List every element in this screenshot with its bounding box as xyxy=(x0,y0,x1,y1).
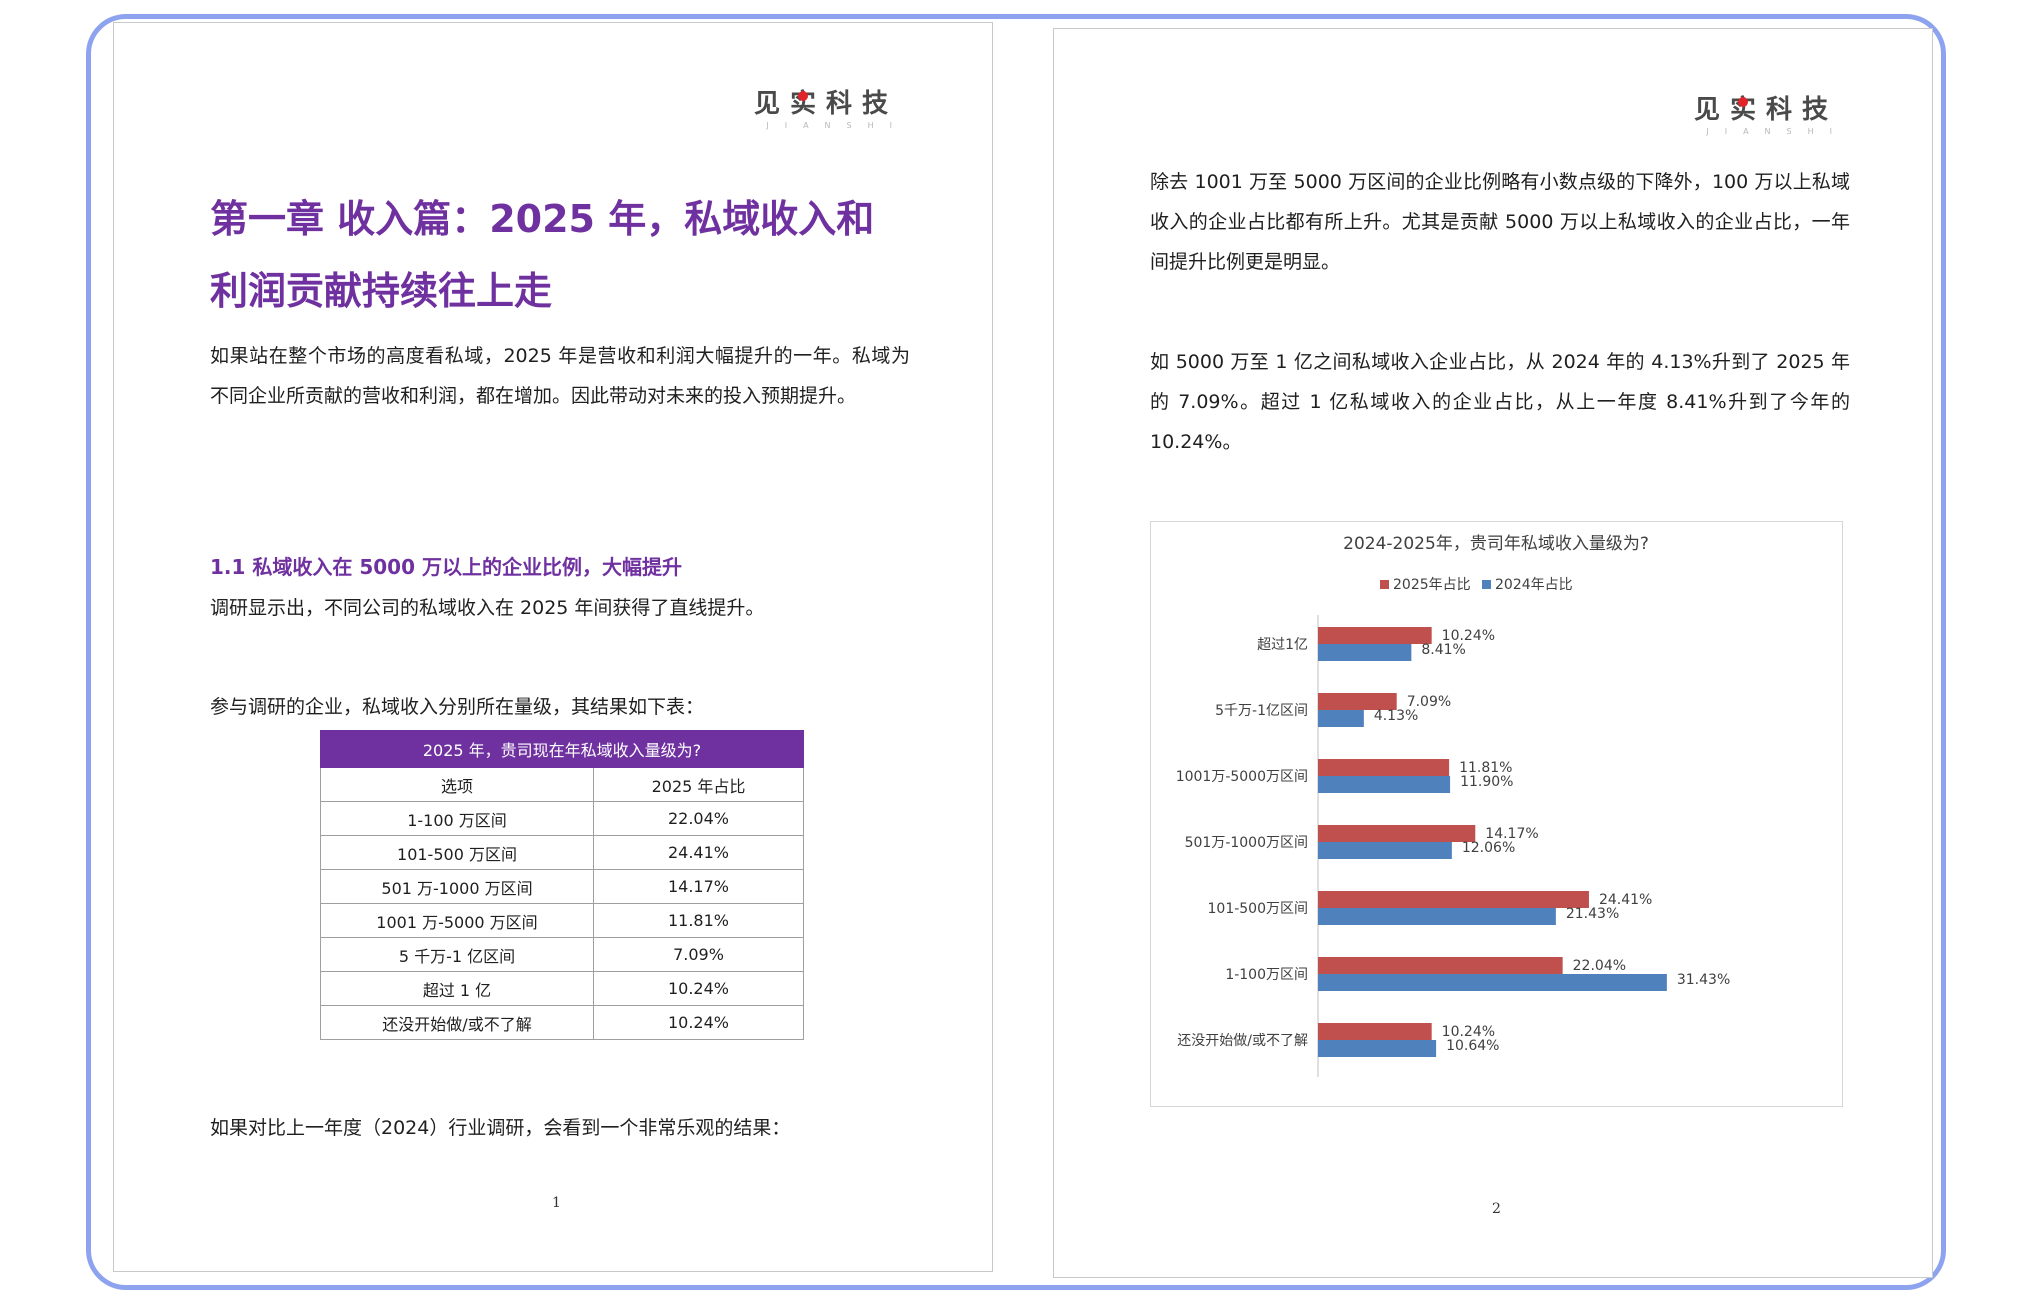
revenue-table: 2025 年，贵司现在年私域收入量级为? 选项 2025 年占比 1-100 万… xyxy=(320,730,804,1040)
bar xyxy=(1318,710,1364,727)
brand-logo: 见实科技 JIANSHI xyxy=(754,83,898,130)
chapter-title-line-2: 利润贡献持续往上走 xyxy=(210,269,553,313)
brand-logo-text: 见实科技 xyxy=(753,89,898,119)
table-title: 2025 年，贵司现在年私域收入量级为? xyxy=(320,730,804,768)
table-cell-share: 7.09% xyxy=(593,937,804,972)
table-cell-share: 10.24% xyxy=(593,971,804,1006)
table-row: 1-100 万区间 22.04% xyxy=(320,801,804,836)
bar xyxy=(1318,693,1397,710)
table-cell-option: 501 万-1000 万区间 xyxy=(320,869,594,904)
document-page-2: 见实科技 JIANSHI 除去 1001 万至 5000 万区间的企业比例略有小… xyxy=(1053,28,1933,1278)
bar xyxy=(1318,842,1452,859)
intro-paragraph: 如果站在整个市场的高度看私域，2025 年是营收和利润大幅提升的一年。私域为不同… xyxy=(210,345,910,407)
bar xyxy=(1318,1023,1432,1040)
category-label: 501万-1000万区间 xyxy=(1185,835,1308,851)
table-row: 还没开始做/或不了解 10.24% xyxy=(320,1005,804,1040)
category-label: 超过1亿 xyxy=(1257,637,1308,653)
brand-logo-dot-icon xyxy=(797,91,808,101)
category-label: 5千万-1亿区间 xyxy=(1215,703,1308,719)
brand-logo: 见实科技 JIANSHI xyxy=(1694,89,1838,136)
table-row: 1001 万-5000 万区间 11.81% xyxy=(320,903,804,938)
document-page-1: 见实科技 JIANSHI 第一章 收入篇：2025 年，私域收入和 利润贡献持续… xyxy=(113,22,993,1272)
legend-swatch xyxy=(1482,580,1491,589)
table-header-option: 选项 xyxy=(320,767,594,802)
data-label: 24.41% xyxy=(1599,892,1652,908)
data-label: 10.24% xyxy=(1442,1024,1495,1040)
bar xyxy=(1318,825,1476,842)
table-cell-share: 11.81% xyxy=(593,903,804,938)
brand-logo-romanized: JIANSHI xyxy=(766,121,908,130)
data-label: 10.64% xyxy=(1446,1038,1499,1054)
page-number: 1 xyxy=(552,1195,561,1211)
data-label: 31.43% xyxy=(1677,972,1730,988)
bar-chart-svg: 2024-2025年，贵司年私域收入量级为? 2025年占比 2024年占比超过1亿… xyxy=(1176,534,1730,1077)
paragraph-growth-detail: 如 5000 万至 1 亿之间私域收入企业占比，从 2024 年的 4.13%升… xyxy=(1150,351,1850,453)
table-row: 5 千万-1 亿区间 7.09% xyxy=(320,937,804,972)
bar xyxy=(1318,957,1563,974)
legend-label: 2025年占比 xyxy=(1393,577,1471,593)
data-label: 14.17% xyxy=(1485,826,1538,842)
data-label: 11.90% xyxy=(1460,774,1513,790)
data-label: 4.13% xyxy=(1374,708,1418,724)
brand-logo-romanized: JIANSHI xyxy=(1706,127,1848,136)
category-label: 还没开始做/或不了解 xyxy=(1177,1033,1308,1049)
paragraph-table-intro: 参与调研的企业，私域收入分别所在量级，其结果如下表： xyxy=(210,696,705,718)
data-label: 11.81% xyxy=(1459,760,1512,776)
bar xyxy=(1318,776,1451,793)
table-header-row: 选项 2025 年占比 xyxy=(320,767,804,802)
table-cell-share: 10.24% xyxy=(593,1005,804,1040)
bar xyxy=(1318,759,1450,776)
bar xyxy=(1318,627,1432,644)
table-row: 101-500 万区间 24.41% xyxy=(320,835,804,870)
table-cell-share: 14.17% xyxy=(593,869,804,904)
paragraph-decline-note: 除去 1001 万至 5000 万区间的企业比例略有小数点级的下降外，100 万… xyxy=(1150,171,1850,273)
data-label: 10.24% xyxy=(1442,628,1495,644)
table-cell-option: 1-100 万区间 xyxy=(320,801,594,836)
brand-logo-dot-icon xyxy=(1737,97,1748,107)
chapter-title: 第一章 收入篇：2025 年，私域收入和 利润贡献持续往上走 xyxy=(210,183,910,327)
table-cell-option: 1001 万-5000 万区间 xyxy=(320,903,594,938)
data-label: 22.04% xyxy=(1573,958,1626,974)
table-header-share: 2025 年占比 xyxy=(593,767,804,802)
table-cell-option: 5 千万-1 亿区间 xyxy=(320,937,594,972)
category-label: 101-500万区间 xyxy=(1208,901,1309,917)
bar xyxy=(1318,891,1589,908)
table-cell-option: 超过 1 亿 xyxy=(320,971,594,1006)
data-label: 7.09% xyxy=(1407,694,1451,710)
data-label: 21.43% xyxy=(1566,906,1619,922)
data-label: 8.41% xyxy=(1421,642,1465,658)
data-label: 12.06% xyxy=(1462,840,1515,856)
paragraph-comparison-intro: 如果对比上一年度（2024）行业调研，会看到一个非常乐观的结果： xyxy=(210,1117,791,1139)
table-cell-share: 22.04% xyxy=(593,801,804,836)
chapter-title-line-1: 第一章 收入篇：2025 年，私域收入和 xyxy=(210,197,875,241)
bar xyxy=(1318,974,1667,991)
table-cell-option: 101-500 万区间 xyxy=(320,835,594,870)
bar xyxy=(1318,1040,1437,1057)
bar xyxy=(1318,644,1412,661)
bar xyxy=(1318,908,1556,925)
table-cell-share: 24.41% xyxy=(593,835,804,870)
paragraph-survey-result: 调研显示出，不同公司的私域收入在 2025 年间获得了直线提升。 xyxy=(210,597,765,619)
chart-title: 2024-2025年，贵司年私域收入量级为? xyxy=(1343,534,1649,554)
brand-logo-text: 见实科技 xyxy=(1693,95,1838,125)
table-row: 超过 1 亿 10.24% xyxy=(320,971,804,1006)
table-cell-option: 还没开始做/或不了解 xyxy=(320,1005,594,1040)
table-row: 501 万-1000 万区间 14.17% xyxy=(320,869,804,904)
bar-chart: 2024-2025年，贵司年私域收入量级为? 2025年占比 2024年占比超过1亿… xyxy=(1150,521,1843,1107)
legend-swatch xyxy=(1380,580,1389,589)
category-label: 1-100万区间 xyxy=(1225,967,1308,983)
page-number: 2 xyxy=(1492,1201,1501,1217)
section-heading: 1.1 私域收入在 5000 万以上的企业比例，大幅提升 xyxy=(210,555,682,579)
category-label: 1001万-5000万区间 xyxy=(1176,769,1308,785)
legend-label: 2024年占比 xyxy=(1495,577,1573,593)
